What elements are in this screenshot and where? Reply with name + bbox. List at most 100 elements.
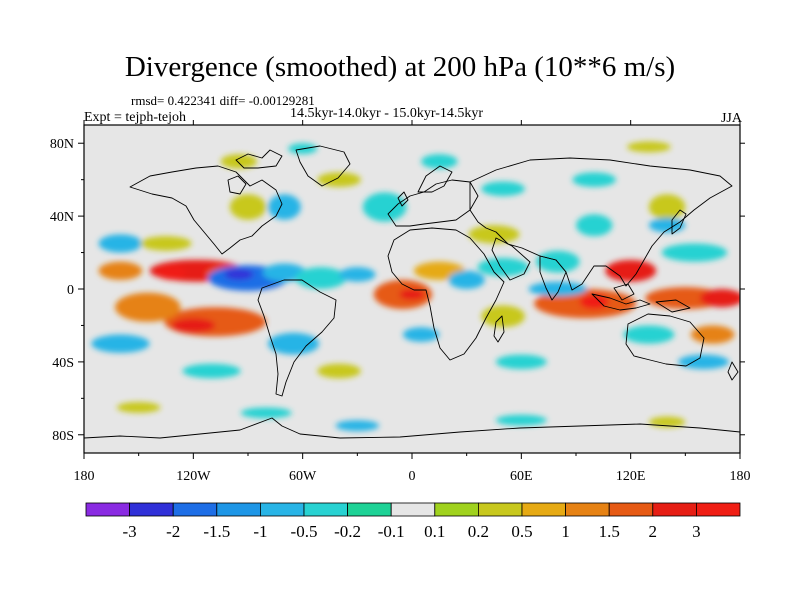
colorbar-label-9: 0.5: [511, 522, 532, 541]
field-region-6: [295, 267, 347, 290]
stats-label: rmsd= 0.422341 diff= -0.00129281: [131, 93, 315, 108]
colorbar-label-12: 2: [649, 522, 658, 541]
colorbar-swatch-7: [390, 502, 436, 517]
colorbar-label-8: 0.2: [468, 522, 489, 541]
colorbar-swatch-8: [434, 502, 479, 517]
new-zealand-outline: [727, 361, 739, 381]
field-region-15: [229, 194, 267, 220]
field-region-22: [481, 181, 525, 197]
colorbar-label-2: -1.5: [203, 522, 230, 541]
field-region-30: [339, 267, 376, 282]
field-region-37: [579, 294, 609, 310]
field-region-32: [477, 258, 529, 277]
arctic-islands-outline: [235, 149, 283, 169]
x-tick-label-5: 120E: [616, 469, 646, 484]
field-region-1: [156, 265, 187, 280]
colorbar-label-13: 3: [692, 522, 701, 541]
y-tick-label-2: 0: [67, 283, 74, 298]
field-region-23: [572, 172, 617, 187]
africa-outline: [387, 227, 505, 361]
colorbar-label-6: -0.1: [378, 522, 405, 541]
field-region-28: [399, 289, 425, 300]
north-america-outline: [129, 165, 283, 255]
colorbar-label-10: 1: [561, 522, 570, 541]
colorbar-swatch-3: [216, 502, 261, 517]
colorbar-swatch-12: [608, 502, 654, 517]
field-region-40: [528, 281, 587, 297]
period-label: 14.5kyr-14.0kyr - 15.0kyr-14.5kyr: [290, 106, 484, 121]
europe-outline: [387, 179, 479, 227]
field-region-16: [268, 194, 301, 220]
india-outline: [539, 255, 567, 301]
x-axis: 180 120W 60W 0 60E 120E 180: [74, 120, 751, 484]
south-america-outline: [257, 279, 337, 397]
x-tick-label-4: 60E: [510, 469, 533, 484]
field-region-42: [699, 289, 740, 308]
field-region-48: [182, 363, 241, 379]
field-region-46: [690, 325, 735, 344]
field-region-49: [317, 363, 361, 379]
colorbar-swatch-0: [85, 502, 130, 517]
y-axis: 80N 40N 0 40S 80S: [50, 137, 745, 444]
field-region-35: [468, 225, 520, 244]
field-region-50: [495, 354, 547, 370]
field-region-33: [481, 305, 525, 328]
x-tick-label-1: 120W: [176, 469, 211, 484]
field-region-54: [495, 414, 547, 426]
field-region-12: [140, 236, 192, 251]
field-region-43: [661, 243, 728, 262]
arabia-outline: [491, 237, 531, 281]
australia-outline: [625, 313, 705, 367]
colorbar-swatch-14: [696, 502, 741, 517]
colorbar-label-7: 0.1: [424, 522, 445, 541]
map-axes: 180 120W 60W 0 60E 120E 180 80N 40N 0 40S 80S: [50, 120, 751, 484]
field-region-44: [648, 217, 686, 233]
madagascar-outline: [493, 315, 505, 343]
field-region-20: [362, 192, 407, 222]
field-region-8: [171, 318, 216, 333]
field-region-5: [262, 263, 307, 282]
chart-title: Divergence (smoothed) at 200 hPa (10**6 …: [124, 51, 676, 83]
field-region-52: [240, 407, 292, 419]
field-region-4: [224, 268, 254, 280]
field-region-18: [220, 154, 258, 169]
colorbar-label-3: -1: [253, 522, 267, 541]
british-isles-outline: [397, 191, 409, 207]
experiment-label: Expt = tejph-tejoh: [84, 110, 186, 125]
field-region-34: [402, 327, 440, 342]
indonesia-outline: [591, 293, 651, 311]
colorbar-swatch-4: [259, 502, 305, 517]
antarctica-outline: [84, 417, 740, 439]
new-guinea-outline: [655, 299, 691, 313]
coastlines: [84, 145, 740, 439]
colorbar-swatch-13: [652, 502, 697, 517]
y-tick-label-0: 80N: [50, 137, 74, 152]
field-region-24: [627, 141, 671, 153]
colorbar-swatch-2: [172, 502, 218, 517]
field-region-21: [421, 154, 458, 169]
field-region-10: [98, 261, 143, 280]
field-region-14: [268, 332, 320, 355]
colorbar-swatch-1: [129, 502, 174, 517]
field-region-38: [605, 259, 657, 282]
map-plot-area: 180 120W 60W 0 60E 120E 180 80N 40N 0 40S 80S: [50, 120, 751, 484]
field-region-47: [678, 354, 730, 370]
x-tick-label-3: 0: [409, 469, 416, 484]
greenland-outline: [295, 145, 351, 187]
y-tick-label-3: 40S: [52, 356, 74, 371]
colorbar-label-4: -0.5: [291, 522, 318, 541]
field-region-9: [114, 292, 181, 322]
field-region-51: [116, 401, 161, 413]
japan-outline: [671, 209, 687, 235]
colorbar-label-11: 1.5: [599, 522, 620, 541]
colorbar-swatch-5: [303, 502, 348, 517]
hudson-bay-outline: [227, 175, 247, 195]
colorbar-swatch-11: [565, 502, 610, 517]
colorbar-label-1: -2: [166, 522, 180, 541]
field-region-53: [335, 420, 380, 432]
x-tick-label-0: 180: [74, 469, 95, 484]
scandinavia-outline: [417, 165, 453, 193]
y-tick-label-4: 80S: [52, 429, 74, 444]
field-region-11: [98, 234, 143, 253]
